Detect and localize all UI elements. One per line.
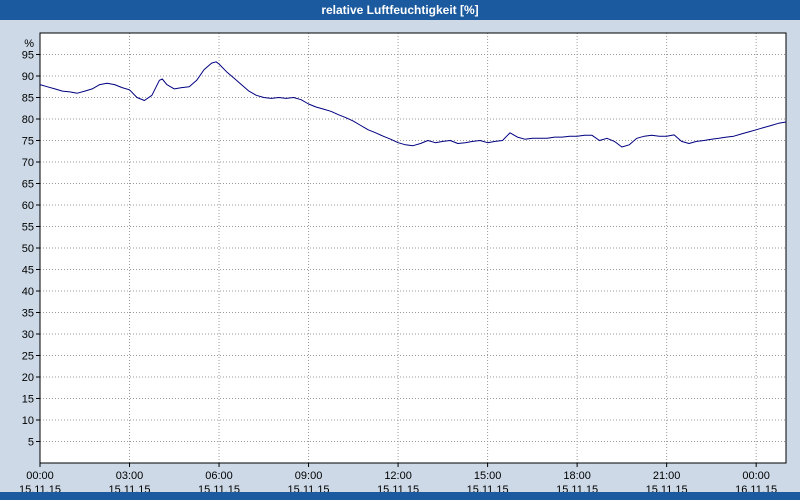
y-tick-label: 20 — [22, 372, 34, 384]
title-bar: relative Luftfeuchtigkeit [%] — [0, 0, 800, 20]
y-tick-label: 65 — [22, 179, 34, 191]
x-date-label: 15.11.15 — [19, 484, 61, 492]
chart-area: 5 10 15 20 25 30 35 40 45 50 55 60 65 70 75 80 85 90 95% 00… — [0, 20, 800, 496]
x-tick-label: 12:00 — [384, 470, 412, 482]
x-date-label: 15.11.15 — [109, 484, 151, 492]
bottom-bar — [0, 492, 800, 500]
plot-border — [39, 32, 787, 464]
x-date-label: 15.11.15 — [556, 484, 598, 492]
y-tick-label: 85 — [22, 93, 34, 105]
x-tick-label: 00:00 — [26, 470, 54, 482]
y-tick-label: 95 — [22, 50, 34, 62]
x-date-label: 15.11.15 — [377, 484, 419, 492]
chart-title: relative Luftfeuchtigkeit [%] — [321, 3, 479, 17]
x-date-label: 16.11.15 — [735, 484, 777, 492]
x-tick-label: 21:00 — [653, 470, 681, 482]
x-tick-label: 09:00 — [295, 470, 323, 482]
x-tick-label: 06:00 — [205, 470, 233, 482]
y-tick-label: 30 — [22, 329, 34, 341]
y-tick-label: 50 — [22, 243, 34, 255]
y-tick-label: 45 — [22, 265, 34, 277]
x-tick-label: 18:00 — [563, 470, 591, 482]
y-tick-label: 10 — [22, 415, 34, 427]
x-date-label: 15.11.15 — [646, 484, 688, 492]
x-tick-label: 15:00 — [474, 470, 502, 482]
y-tick-label: 55 — [22, 222, 34, 234]
x-date-label: 15.11.15 — [198, 484, 240, 492]
y-tick-label: 75 — [22, 136, 34, 148]
y-tick-label: 40 — [22, 286, 34, 298]
series-line — [39, 61, 787, 148]
x-date-label: 15.11.15 — [467, 484, 509, 492]
y-tick-label: 60 — [22, 200, 34, 212]
y-unit-label: % — [24, 38, 34, 50]
y-tick-label: 90 — [22, 71, 34, 83]
y-tick-label: 5 — [28, 437, 34, 449]
y-tick-label: 80 — [22, 114, 34, 126]
y-tick-label: 15 — [22, 394, 34, 406]
y-tick-label: 35 — [22, 308, 34, 320]
y-tick-label: 70 — [22, 157, 34, 169]
x-tick-label: 00:00 — [742, 470, 770, 482]
y-tick-label: 25 — [22, 351, 34, 363]
humidity-chart: 5 10 15 20 25 30 35 40 45 50 55 60 65 70 75 80 85 90 95% 00… — [19, 32, 787, 496]
x-tick-label: 03:00 — [116, 470, 144, 482]
x-date-label: 15.11.15 — [288, 484, 330, 492]
